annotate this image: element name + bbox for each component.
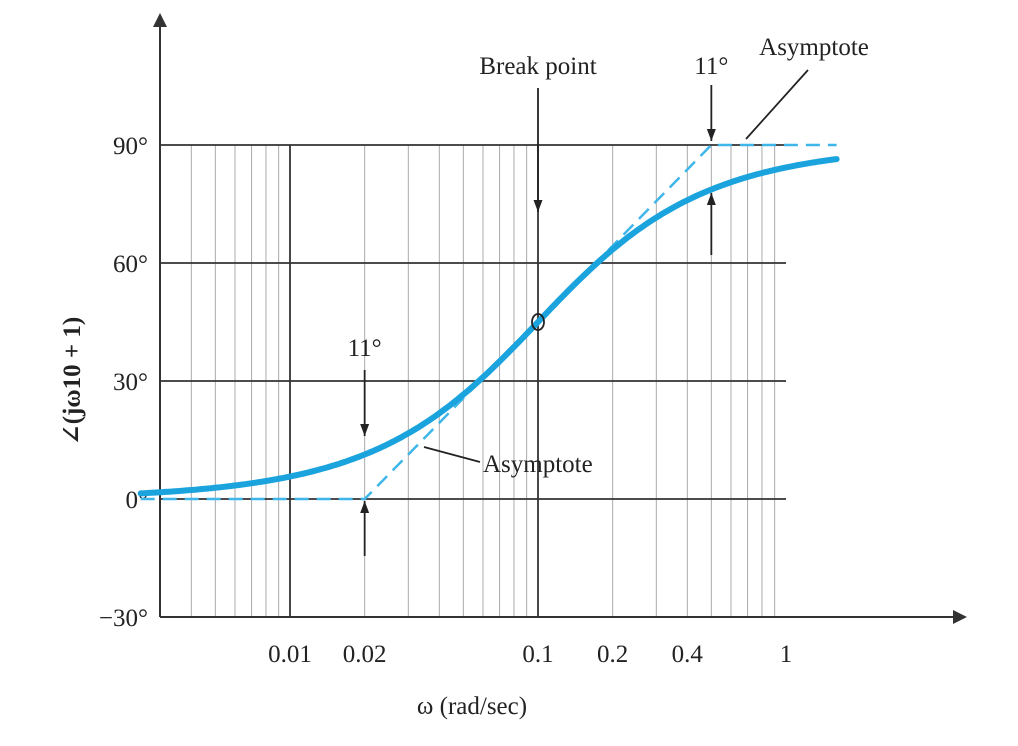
x-tick-label: 0.1	[522, 641, 553, 668]
high-asymptote-leader	[745, 69, 809, 140]
low-error-label: 11°	[348, 335, 382, 362]
x-axis-arrowhead	[953, 610, 967, 624]
y-tick-label: −30°	[99, 605, 148, 632]
break-point-label: Break point	[479, 53, 596, 80]
break-point-marker	[531, 313, 545, 331]
high-error-arrow-down-head	[706, 129, 716, 141]
exact-phase-curve	[137, 156, 840, 497]
x-axis-title: ω (rad/sec)	[417, 693, 527, 720]
x-tick-label: 1	[780, 641, 793, 668]
low-asymptote-label: Asymptote	[483, 451, 593, 478]
x-tick-label: 0.2	[597, 641, 628, 668]
plot-series	[137, 143, 840, 501]
y-tick-label: 90°	[113, 133, 148, 160]
low-error-arrow-up-head	[360, 501, 370, 513]
x-tick-label: 0.4	[672, 641, 704, 668]
break-point-arrow-head	[533, 200, 543, 212]
low-error-arrow-down-head	[360, 424, 370, 436]
high-error-label: 11°	[694, 53, 728, 80]
low-asymptote-leader	[423, 446, 481, 463]
high-error-arrow-up-head	[706, 193, 716, 205]
y-tick-label: 60°	[113, 251, 148, 278]
x-tick-label: 0.01	[268, 641, 312, 668]
y-axis-title: ∠(jω10 + 1)	[59, 317, 86, 445]
tick-labels: 0.01 0.02 0.1 0.2 0.4 1−30°0°30°60°90°	[99, 133, 792, 668]
y-axis-arrowhead	[153, 13, 167, 27]
high-asymptote-label: Asymptote	[759, 34, 869, 61]
asymptote-line	[140, 143, 837, 501]
grid	[160, 144, 786, 617]
x-tick-label: 0.02	[343, 641, 387, 668]
axes	[153, 13, 967, 624]
y-tick-label: 30°	[113, 369, 148, 396]
annotations	[360, 69, 809, 556]
